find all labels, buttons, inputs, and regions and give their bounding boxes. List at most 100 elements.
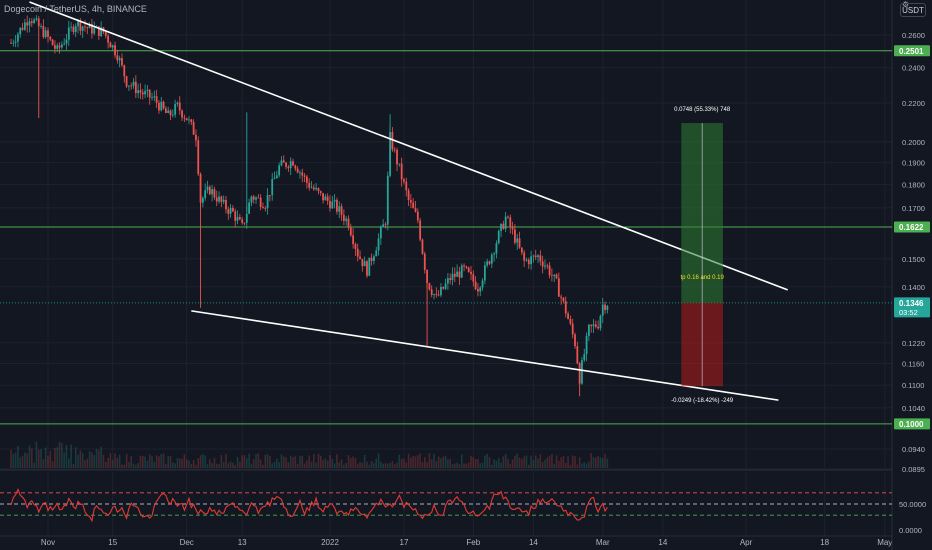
candle-body [342,215,345,221]
volume-bar [578,457,581,468]
candle [229,204,232,218]
candle-body [349,227,352,236]
volume-bar [523,456,525,468]
candle [81,25,84,39]
volume-bar [47,455,49,468]
volume-bar [282,456,285,468]
volume-bar [289,455,292,468]
candle-body [155,96,158,103]
volume-bar [121,464,123,468]
candle [299,170,301,179]
candle-body [520,247,523,253]
candle [587,323,590,342]
candle-body [63,43,66,45]
candle [171,109,174,118]
candle [490,252,493,269]
volume-bar [287,462,290,468]
volume-bar [292,457,294,468]
volume-bar [264,454,267,468]
candle-body [557,278,560,297]
candle-body [474,281,477,290]
settings-icon[interactable]: ⚙ [902,0,910,9]
price-label: 0.2501 [899,47,924,56]
candle [333,194,336,209]
candle [442,286,445,290]
candle [525,257,528,262]
currency-selector[interactable]: USDT [900,3,926,17]
candle-body [88,23,91,29]
candle [282,155,285,163]
volume-bar [546,457,549,468]
candle-body [400,163,403,180]
candle [349,223,352,238]
candle [273,171,276,180]
volume-bar [375,458,378,468]
volume-bar [153,461,156,468]
candle-body [176,102,179,105]
volume-bar [215,463,218,468]
volume-bar [225,453,227,468]
candle [114,41,116,59]
candle [444,278,447,291]
candle [342,209,345,226]
candle-body [326,196,329,201]
candle-body [303,175,306,177]
candle [574,332,576,349]
candle-body [19,27,22,35]
candle [421,238,424,255]
volume-bar [491,464,493,468]
candle [58,42,61,54]
volume-bar [202,454,204,468]
candle-body [289,161,292,169]
candle-body [121,58,123,66]
volume-bar [245,458,248,468]
x-tick-label: Dec [180,538,194,547]
y-tick-label: 0.2600 [902,31,925,40]
volume-bar [42,459,45,468]
candle [218,191,220,204]
candle [597,320,600,330]
volume-bar [484,455,486,468]
volume-bar [481,462,484,468]
candle [257,194,260,199]
volume-bar [509,463,512,468]
candle-body [28,21,31,26]
candle-body [585,335,588,355]
candle [359,250,361,260]
volume-bar [40,449,42,468]
candle [77,18,79,34]
volume-bar [500,462,502,468]
candle [158,100,160,114]
candle [104,31,107,39]
candle-body [213,189,216,198]
candle-body [208,186,211,195]
candle-body [530,256,532,265]
candle [255,196,257,204]
candle [148,89,151,105]
candle-body [100,27,103,36]
candle [167,106,170,114]
candle-body [502,223,505,229]
volume-bar [65,445,68,468]
volume-bar [91,452,93,468]
x-tick-label: Nov [41,538,55,547]
candle-body [305,176,308,183]
candle-body [245,213,248,223]
candle-body [423,253,426,270]
candle [121,53,123,68]
volume-bar [423,457,426,468]
candle [178,96,181,115]
candle [479,285,482,296]
candle [437,289,440,297]
volume-bar [400,458,403,468]
volume-bar [61,443,63,468]
candle-body [500,223,502,231]
candle-body [398,163,401,165]
candle-body [225,199,227,210]
candle-body [340,206,343,216]
volume-bar [403,458,405,468]
candle-body [567,313,569,320]
y-tick-label: 0.0895 [902,465,925,474]
candle-body [201,197,204,203]
